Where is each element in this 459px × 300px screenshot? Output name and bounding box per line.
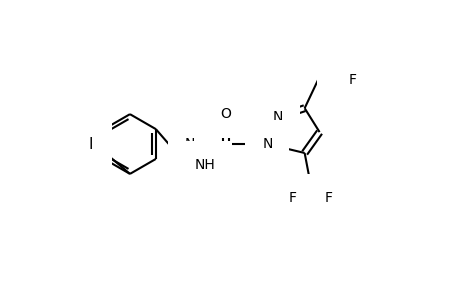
- Text: I: I: [89, 136, 93, 152]
- Text: N: N: [272, 110, 282, 124]
- Text: NH: NH: [194, 158, 214, 172]
- Text: F: F: [333, 59, 341, 74]
- Text: O: O: [219, 107, 230, 121]
- Text: F: F: [288, 191, 296, 205]
- Text: N: N: [184, 137, 195, 151]
- Text: F: F: [324, 191, 332, 205]
- Text: F: F: [347, 73, 356, 87]
- Text: N: N: [262, 137, 272, 151]
